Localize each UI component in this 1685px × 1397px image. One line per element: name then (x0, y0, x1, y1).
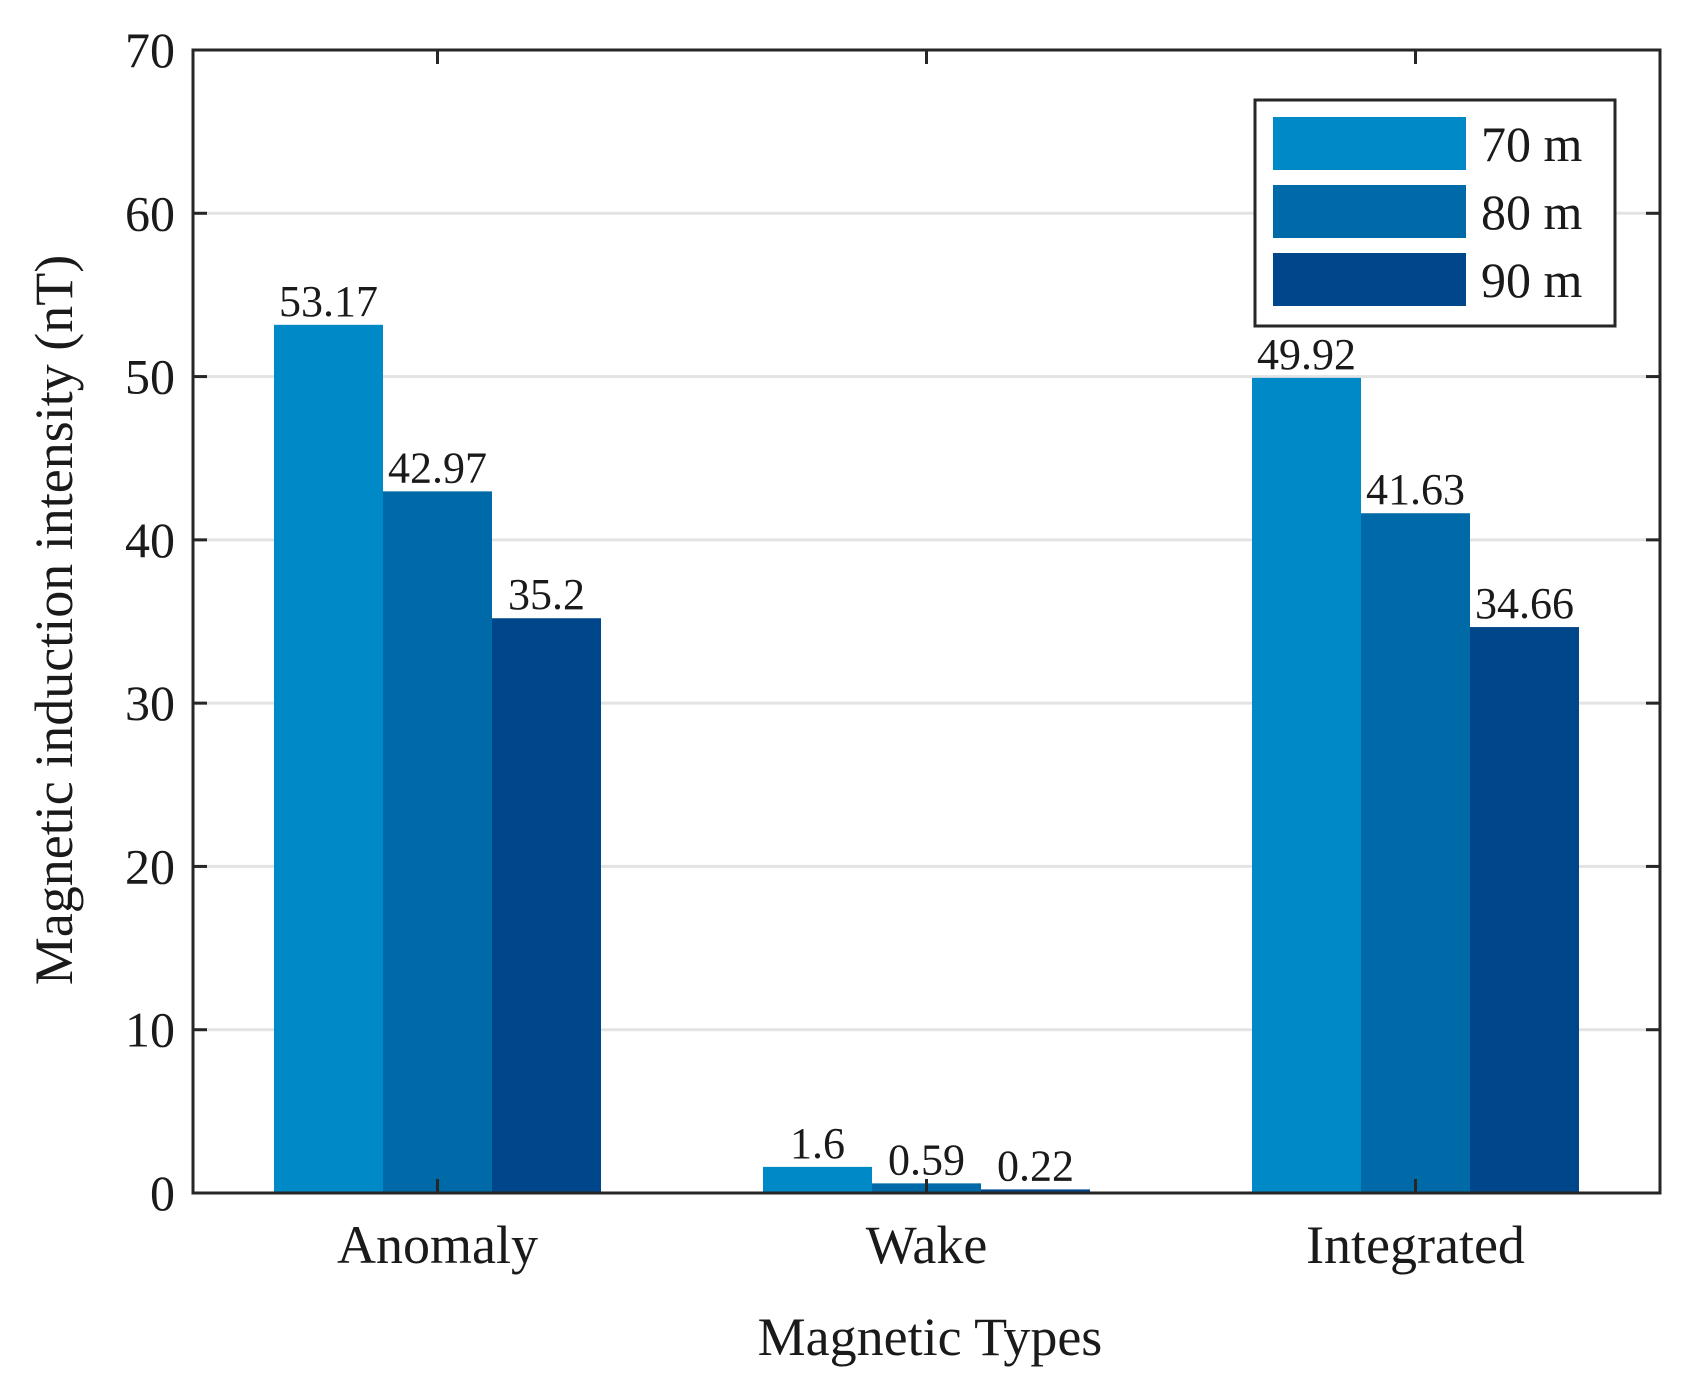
legend-label-70m[interactable]: 70 m (1481, 116, 1583, 172)
bar-anomaly-70m (274, 324, 383, 1194)
x-tick-label-wake: Wake (866, 1215, 988, 1275)
data-label-wake-90m: 0.22 (997, 1141, 1074, 1190)
legend-label-80m[interactable]: 80 m (1481, 184, 1583, 240)
data-labels: 53.17 42.97 35.2 1.6 0.59 0.22 49.92 41.63 34.66 (279, 277, 1574, 1191)
data-label-integrated-90m: 34.66 (1475, 579, 1574, 628)
y-tick-label-30: 30 (125, 675, 175, 731)
bar-integrated-90m (1470, 627, 1579, 1193)
bar-wake-90m (981, 1189, 1090, 1193)
y-tick-label-20: 20 (125, 838, 175, 894)
data-label-anomaly-90m: 35.2 (508, 570, 585, 619)
y-tick-label-60: 60 (125, 185, 175, 241)
x-tick-label-anomaly: Anomaly (337, 1215, 538, 1275)
data-label-wake-70m: 1.6 (790, 1119, 845, 1168)
axes: 0 10 20 30 40 50 60 70 Anomaly Wake Integrated (125, 22, 1662, 1275)
bar-anomaly-80m (383, 491, 492, 1193)
bars (274, 324, 1579, 1194)
data-label-integrated-70m: 49.92 (1257, 330, 1356, 379)
legend-swatch-90m[interactable] (1273, 253, 1466, 306)
y-tick-label-10: 10 (125, 1002, 175, 1058)
bar-integrated-80m (1361, 513, 1470, 1193)
bar-wake-70m (763, 1166, 872, 1193)
x-tick-label-integrated: Integrated (1306, 1215, 1525, 1275)
legend-label-90m[interactable]: 90 m (1481, 252, 1583, 308)
y-tick-label-40: 40 (125, 512, 175, 568)
bar-anomaly-90m (492, 618, 601, 1193)
legend-swatch-80m[interactable] (1273, 185, 1466, 238)
data-label-anomaly-70m: 53.17 (279, 277, 378, 326)
legend[interactable]: 70 m 80 m 90 m (1253, 98, 1617, 328)
x-axis-title: Magnetic Types (758, 1307, 1103, 1367)
y-tick-label-70: 70 (125, 22, 175, 78)
bar-integrated-70m (1252, 377, 1361, 1194)
y-tick-label-50: 50 (125, 349, 175, 405)
legend-swatch-70m[interactable] (1273, 117, 1466, 170)
data-label-anomaly-80m: 42.97 (388, 443, 487, 492)
y-tick-label-0: 0 (150, 1165, 175, 1221)
data-label-wake-80m: 0.59 (888, 1135, 965, 1184)
data-label-integrated-80m: 41.63 (1366, 465, 1465, 514)
y-axis-title: Magnetic induction intensity (nT) (24, 255, 84, 985)
